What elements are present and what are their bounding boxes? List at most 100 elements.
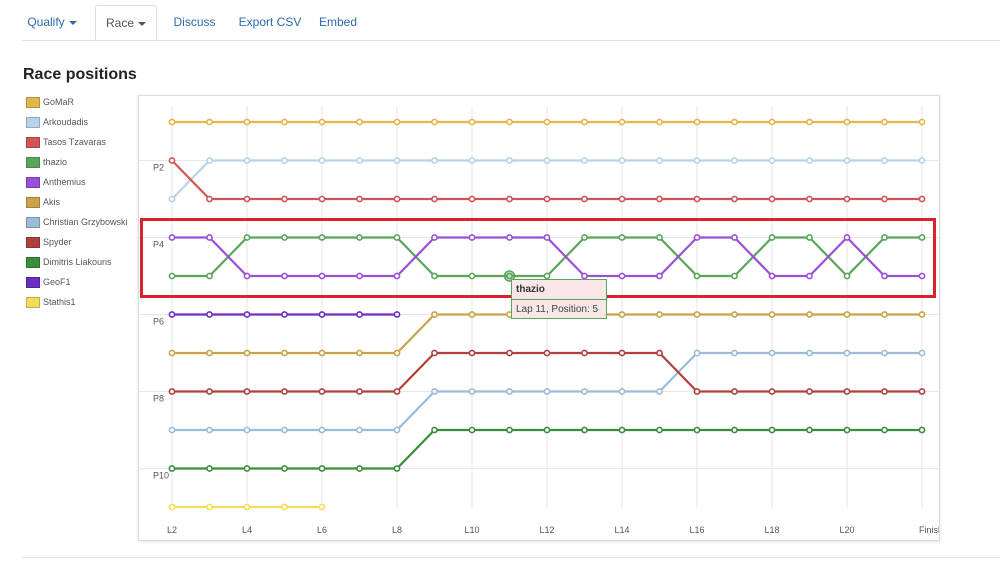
series-point <box>168 234 176 241</box>
legend-swatch <box>26 157 40 168</box>
series-point <box>843 388 851 395</box>
series-point <box>356 465 363 472</box>
series-point <box>206 426 213 434</box>
tab-qualify[interactable]: Qualify <box>22 5 82 39</box>
legend-swatch <box>26 137 40 148</box>
series-point <box>468 349 476 357</box>
series-point <box>731 311 738 318</box>
series-point <box>431 349 438 357</box>
tab-export-csv[interactable]: Export CSV <box>235 5 305 39</box>
series-point <box>581 157 588 164</box>
series-point <box>768 234 776 241</box>
series-point <box>393 349 401 357</box>
series-point <box>206 272 213 280</box>
x-tick-label: L20 <box>839 525 854 535</box>
series-point <box>656 349 663 357</box>
legend-label: Anthemius <box>43 177 86 187</box>
tab-embed[interactable]: Embed <box>314 5 362 39</box>
series-point <box>693 388 701 395</box>
series-point <box>468 272 476 280</box>
legend-swatch <box>26 237 40 248</box>
hovered-point <box>503 270 516 282</box>
series-point <box>281 465 288 472</box>
series-point <box>431 195 438 203</box>
series-point <box>281 426 288 434</box>
series-point <box>506 118 513 126</box>
series-point <box>806 311 813 318</box>
x-tick-label: L6 <box>317 525 327 535</box>
series-point <box>356 272 363 280</box>
series-point <box>318 503 326 511</box>
series-point <box>168 195 176 203</box>
series-point <box>468 234 476 241</box>
series-point <box>768 311 776 318</box>
series-point <box>618 118 626 126</box>
tab-race[interactable]: Race <box>95 5 157 40</box>
series-point <box>768 426 776 434</box>
series-point <box>843 272 851 280</box>
legend-label: Arkoudadis <box>43 117 89 127</box>
series-point <box>281 311 288 318</box>
series-point <box>431 272 438 280</box>
series-point <box>618 311 626 318</box>
series-arkoudadis <box>168 157 926 203</box>
series-point <box>356 426 363 434</box>
series-point <box>918 311 926 318</box>
y-tick-label: P4 <box>153 240 164 250</box>
series-point <box>656 388 663 395</box>
legend-swatch <box>26 277 40 288</box>
series-point <box>731 195 738 203</box>
series-point <box>918 118 926 126</box>
y-tick-label: P8 <box>153 394 164 404</box>
series-point <box>206 234 213 241</box>
series-point <box>393 234 401 241</box>
series-point <box>768 388 776 395</box>
series-point <box>206 157 213 164</box>
series-point <box>768 157 776 164</box>
series-point <box>693 311 701 318</box>
series-point <box>543 234 551 241</box>
series-point <box>581 118 588 126</box>
series-point <box>806 195 813 203</box>
series-point <box>281 272 288 280</box>
tab-discuss[interactable]: Discuss <box>167 5 222 39</box>
series-point <box>243 426 251 434</box>
series-point <box>356 311 363 318</box>
series-point <box>506 195 513 203</box>
series-point <box>206 311 213 318</box>
series-point <box>731 234 738 241</box>
x-tick-label: Finish <box>919 525 939 535</box>
series-point <box>281 388 288 395</box>
series-point <box>281 349 288 357</box>
series-point <box>581 388 588 395</box>
series-point <box>393 272 401 280</box>
legend-swatch <box>26 297 40 308</box>
series-point <box>243 118 251 126</box>
series-point <box>243 272 251 280</box>
series-point <box>731 349 738 357</box>
series-point <box>468 388 476 395</box>
series-point <box>506 234 513 241</box>
series-point <box>656 272 663 280</box>
y-tick-label: P6 <box>153 317 164 327</box>
tab-label: Export CSV <box>238 15 302 29</box>
series-point <box>881 426 888 434</box>
series-point <box>431 311 438 318</box>
series-point <box>506 349 513 357</box>
series-point <box>281 234 288 241</box>
series-point <box>281 503 288 511</box>
series-point <box>918 426 926 434</box>
series-point <box>768 272 776 280</box>
legend-label: Spyder <box>43 237 72 247</box>
series-point <box>768 349 776 357</box>
series-point <box>318 311 326 318</box>
series-point <box>843 157 851 164</box>
series-christian-grzybowski <box>168 349 926 434</box>
series-point <box>206 195 213 203</box>
series-point <box>431 426 438 434</box>
series-point <box>243 388 251 395</box>
series-point <box>918 234 926 241</box>
series-point <box>806 388 813 395</box>
series-point <box>281 118 288 126</box>
series-point <box>431 157 438 164</box>
